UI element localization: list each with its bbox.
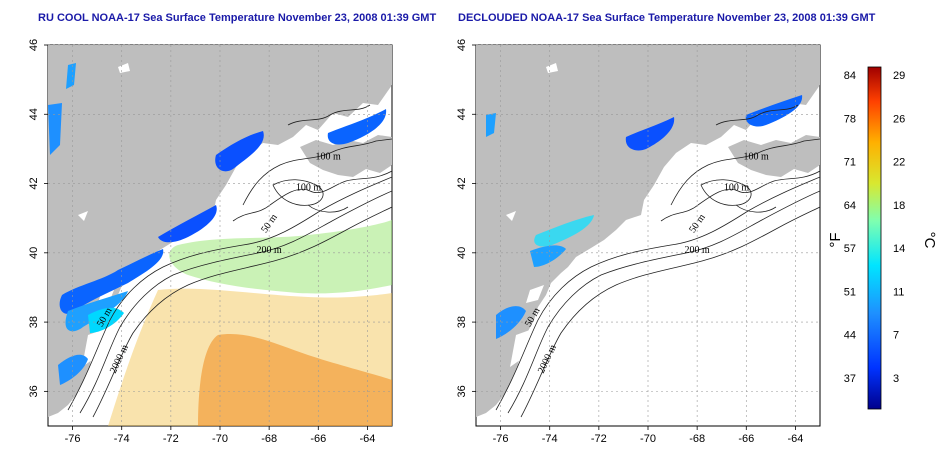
celsius-tick-label: 22: [893, 157, 905, 169]
lat-tick-label: 42: [456, 177, 468, 189]
lon-tick-label: -64: [787, 433, 803, 445]
lon-tick-label: -72: [163, 433, 179, 445]
fahrenheit-tick-label: 44: [844, 330, 856, 342]
lon-tick-label: -66: [738, 433, 754, 445]
lon-tick-label: -70: [640, 433, 656, 445]
celsius-unit-label: °C: [921, 232, 938, 249]
contour-label: 100 m: [724, 182, 750, 193]
lon-tick-label: -70: [212, 433, 228, 445]
celsius-tick-label: 3: [893, 373, 899, 385]
fahrenheit-tick-label: 37: [844, 373, 856, 385]
celsius-tick-label: 14: [893, 243, 905, 255]
celsius-tick-label: 26: [893, 113, 905, 125]
celsius-tick-label: 7: [893, 330, 899, 342]
lon-tick-label: -74: [542, 433, 558, 445]
lat-tick-label: 46: [28, 39, 40, 51]
lon-tick-label: -68: [261, 433, 277, 445]
lat-tick-label: 40: [456, 247, 468, 259]
fahrenheit-unit-label: °F: [827, 232, 844, 247]
fahrenheit-tick-label: 57: [844, 243, 856, 255]
fahrenheit-tick-label: 51: [844, 286, 856, 298]
lon-tick-label: -76: [493, 433, 509, 445]
contour-label: 200 m: [685, 245, 711, 256]
contour-label: 100 m: [743, 151, 769, 162]
celsius-tick-label: 29: [893, 70, 905, 82]
celsius-tick-label: 18: [893, 200, 905, 212]
contour-label: 200 m: [257, 245, 283, 256]
lat-tick-label: 46: [456, 39, 468, 51]
fahrenheit-tick-label: 84: [844, 70, 856, 82]
contour-label: 100 m: [296, 182, 322, 193]
lon-tick-label: -64: [359, 433, 375, 445]
lon-tick-label: -68: [689, 433, 705, 445]
lat-tick-label: 44: [456, 108, 468, 120]
colorbar: °F °C: [827, 66, 938, 410]
lon-tick-label: -72: [591, 433, 607, 445]
lat-tick-label: 44: [28, 108, 40, 120]
lat-tick-label: 38: [28, 316, 40, 328]
fahrenheit-tick-label: 71: [844, 157, 856, 169]
right-map-title: DECLOUDED NOAA-17 Sea Surface Temperatur…: [458, 12, 876, 24]
fahrenheit-tick-label: 64: [844, 200, 856, 212]
contour-label: 100 m: [315, 151, 341, 162]
lat-tick-label: 36: [456, 385, 468, 397]
lat-tick-label: 40: [28, 247, 40, 259]
lon-tick-label: -66: [310, 433, 326, 445]
lat-tick-label: 36: [28, 385, 40, 397]
fahrenheit-tick-label: 78: [844, 113, 856, 125]
lat-tick-label: 38: [456, 316, 468, 328]
lon-tick-label: -76: [65, 433, 81, 445]
lat-tick-label: 42: [28, 177, 40, 189]
left-map-title: RU COOL NOAA-17 Sea Surface Temperature …: [38, 12, 437, 24]
lon-tick-label: -74: [114, 433, 130, 445]
celsius-tick-label: 11: [893, 286, 904, 298]
